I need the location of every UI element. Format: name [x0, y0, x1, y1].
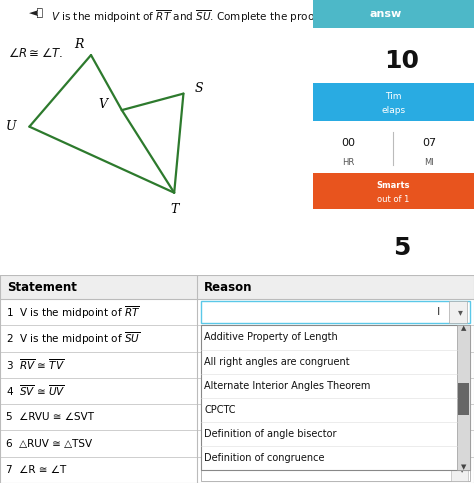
Bar — [451, 432, 468, 455]
Text: HR: HR — [342, 158, 355, 167]
Text: out of 1: out of 1 — [377, 195, 410, 204]
Text: 00: 00 — [341, 138, 356, 148]
Bar — [201, 458, 470, 481]
Text: Alternate Interior Angles Theorem: Alternate Interior Angles Theorem — [204, 381, 371, 391]
Text: MI: MI — [424, 158, 434, 167]
Text: 4  $\overline{SV}$ ≅ $\overline{UV}$: 4 $\overline{SV}$ ≅ $\overline{UV}$ — [6, 384, 65, 398]
Text: 5  ∠RVU ≅ ∠SVT: 5 ∠RVU ≅ ∠SVT — [6, 412, 94, 422]
Bar — [201, 326, 470, 470]
Text: R: R — [74, 38, 83, 51]
Text: 6  △RUV ≅ △TSV: 6 △RUV ≅ △TSV — [6, 439, 92, 449]
Text: T: T — [170, 203, 178, 216]
Text: U: U — [6, 120, 16, 133]
Text: All right angles are congruent: All right angles are congruent — [204, 356, 350, 367]
Bar — [201, 432, 470, 455]
Text: CPCTC: CPCTC — [204, 405, 236, 415]
Text: $\angle R \cong \angle T.$: $\angle R \cong \angle T.$ — [8, 47, 63, 60]
Text: elaps: elaps — [382, 106, 405, 114]
Bar — [451, 458, 468, 481]
Text: Reason: Reason — [204, 281, 252, 294]
Text: ▾: ▾ — [460, 466, 464, 474]
Bar — [451, 406, 468, 428]
Bar — [449, 301, 467, 324]
Text: 10: 10 — [384, 49, 419, 72]
Text: ▾: ▾ — [460, 413, 464, 422]
Bar — [201, 301, 470, 324]
Text: 3  $\overline{RV}$ ≅ $\overline{TV}$: 3 $\overline{RV}$ ≅ $\overline{TV}$ — [6, 357, 64, 372]
Text: $V$ is the midpoint of $\overline{RT}$ and $\overline{SU}$. Complete the proof t: $V$ is the midpoint of $\overline{RT}$ a… — [51, 8, 343, 25]
Text: ◄⧗: ◄⧗ — [29, 8, 45, 18]
Text: ▾: ▾ — [460, 439, 464, 448]
Text: Additive Property of Length: Additive Property of Length — [204, 332, 338, 342]
Text: I: I — [437, 307, 440, 317]
Bar — [457, 326, 470, 470]
Text: S: S — [194, 82, 203, 95]
Text: ▼: ▼ — [461, 464, 466, 470]
Text: Statement: Statement — [7, 281, 77, 294]
Text: 5: 5 — [393, 236, 410, 260]
Text: Smarts: Smarts — [377, 181, 410, 190]
Text: 2  V is the midpoint of $\overline{SU}$: 2 V is the midpoint of $\overline{SU}$ — [6, 330, 140, 347]
FancyBboxPatch shape — [313, 0, 474, 28]
Text: Definition of angle bisector: Definition of angle bisector — [204, 429, 337, 439]
Text: Tim: Tim — [385, 92, 401, 101]
Text: 07: 07 — [422, 138, 436, 148]
Bar — [458, 383, 469, 415]
Text: ▲: ▲ — [461, 326, 466, 331]
Text: ▾: ▾ — [458, 307, 463, 317]
Text: 1  V is the midpoint of $\overline{RT}$: 1 V is the midpoint of $\overline{RT}$ — [6, 304, 140, 321]
Text: Definition of congruence: Definition of congruence — [204, 453, 325, 463]
Text: V: V — [99, 98, 108, 111]
Bar — [313, 173, 474, 209]
Bar — [201, 406, 470, 428]
Text: 7  ∠R ≅ ∠T: 7 ∠R ≅ ∠T — [6, 465, 66, 475]
Text: answ: answ — [369, 9, 401, 19]
Bar — [313, 83, 474, 121]
Bar — [0, 275, 474, 299]
